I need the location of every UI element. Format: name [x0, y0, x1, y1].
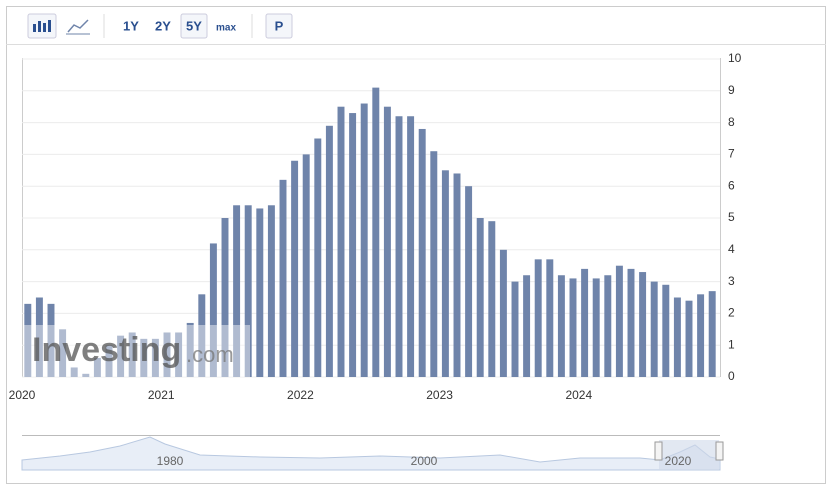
bar — [581, 268, 589, 377]
navigator: 1980 2000 2020 — [21, 435, 724, 471]
bar — [233, 205, 241, 377]
bar — [476, 218, 484, 377]
bar — [685, 300, 693, 377]
bar — [325, 125, 333, 377]
y-tick-label: 8 — [728, 115, 735, 129]
bar — [117, 335, 125, 377]
bar — [662, 284, 670, 377]
bar — [465, 186, 473, 377]
bar — [383, 106, 391, 377]
bar — [523, 275, 531, 377]
y-tick-label: 10 — [728, 51, 742, 65]
bar-view-button[interactable] — [27, 13, 57, 39]
bar — [256, 208, 264, 377]
bar — [175, 332, 183, 377]
range-button[interactable]: 2Y — [155, 18, 171, 33]
bar — [372, 87, 380, 378]
bar — [314, 138, 322, 377]
bar — [557, 275, 565, 377]
bar — [163, 332, 171, 377]
bar — [140, 338, 148, 377]
watermark-suffix: .com — [186, 342, 234, 367]
bar — [279, 179, 287, 377]
bar — [534, 259, 542, 377]
frame — [6, 6, 826, 484]
x-tick-label: 2020 — [9, 388, 36, 402]
bar — [47, 303, 55, 377]
y-tick-label: 6 — [728, 178, 735, 192]
bar — [673, 297, 681, 377]
navigator-label: 2000 — [411, 454, 438, 468]
bar — [395, 116, 403, 378]
x-tick-label: 2022 — [287, 388, 314, 402]
bar — [488, 221, 496, 377]
bar — [627, 268, 635, 377]
bar — [291, 160, 299, 377]
bar — [499, 249, 507, 377]
y-tick-label: 9 — [728, 83, 735, 97]
bar — [302, 154, 310, 377]
y-tick-label: 0 — [728, 369, 735, 383]
bar — [639, 272, 647, 377]
bar — [82, 373, 90, 377]
bar — [186, 322, 194, 377]
y-tick-label: 1 — [728, 337, 735, 351]
bar — [267, 205, 275, 377]
bar — [650, 281, 658, 377]
range-button[interactable]: max — [216, 23, 236, 34]
bar — [70, 367, 78, 377]
extra-button[interactable]: P — [275, 18, 284, 33]
y-tick-label: 4 — [728, 242, 735, 256]
navigator-label: 2020 — [665, 454, 692, 468]
bar — [453, 173, 461, 377]
bar — [128, 332, 136, 377]
bar — [209, 243, 217, 377]
bar — [441, 170, 449, 377]
y-tick-label: 7 — [728, 147, 735, 161]
bar — [151, 338, 159, 377]
x-tick-label: 2023 — [426, 388, 453, 402]
bar — [221, 218, 229, 377]
bar — [93, 357, 101, 377]
bar — [511, 281, 519, 377]
bar — [418, 128, 426, 377]
bar — [430, 151, 438, 377]
bar — [569, 278, 577, 377]
bar — [592, 278, 600, 377]
y-tick-label: 3 — [728, 274, 735, 288]
bar — [407, 116, 415, 378]
bar — [244, 205, 252, 377]
navigator-label: 1980 — [157, 454, 184, 468]
toolbar: 1Y 2Y 5Y max P — [27, 13, 293, 39]
bar — [35, 297, 43, 377]
bar — [105, 345, 113, 377]
x-tick-label: 2024 — [565, 388, 592, 402]
y-tick-label: 2 — [728, 306, 735, 320]
bar — [360, 103, 368, 378]
bar — [604, 275, 612, 377]
range-button[interactable]: 1Y — [123, 18, 139, 33]
bar — [546, 259, 554, 377]
line-view-button[interactable] — [67, 19, 89, 33]
y-tick-label: 5 — [728, 210, 735, 224]
watermark-brand: Investing — [32, 331, 181, 369]
bar — [198, 294, 206, 377]
range-button[interactable]: 5Y — [186, 18, 202, 33]
bar — [615, 265, 623, 377]
bar — [59, 329, 67, 377]
x-tick-label: 2021 — [148, 388, 175, 402]
bar — [708, 291, 716, 377]
bar — [697, 294, 705, 377]
bar — [349, 113, 357, 377]
bar — [337, 106, 345, 377]
bar — [24, 303, 32, 377]
